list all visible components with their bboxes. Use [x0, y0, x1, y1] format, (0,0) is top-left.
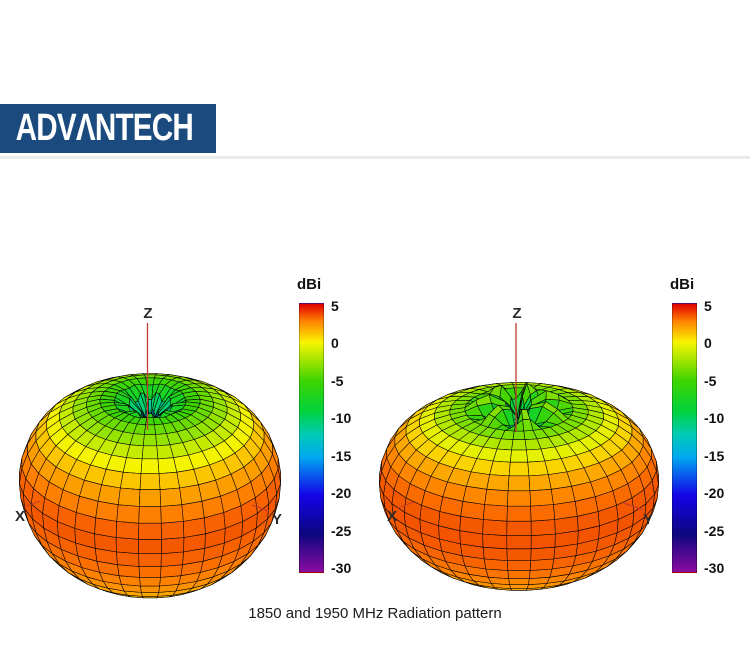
colorbar-tick-label: -20 [704, 485, 725, 502]
colorbar-tick-label: -20 [331, 485, 352, 502]
surface-mesh-1950-mhz [379, 382, 659, 591]
colorbar-tick-label: 0 [331, 335, 339, 352]
colorbar-tick-label: 5 [704, 298, 712, 314]
colorbar-tick-label: 5 [331, 298, 339, 314]
axis-lines [397, 323, 644, 511]
surface-mesh-1850-mhz [19, 373, 281, 599]
colorbar-tick-label: -15 [704, 447, 725, 464]
y-axis-label: Y [272, 511, 282, 528]
colorbar-tick-label: -10 [704, 410, 725, 427]
colorbar-tick-label: -5 [704, 372, 717, 389]
axis-lines [23, 323, 270, 512]
advantech-logo: ADVΛNTECH [0, 104, 216, 153]
x-axis-label: X [387, 508, 397, 525]
y-axis-label: Y [643, 511, 653, 528]
advantech-logo-text: ADVΛNTECH [15, 107, 194, 149]
x-axis-label: X [15, 508, 25, 525]
colorbar-tick-label: -30 [331, 560, 352, 576]
figure-caption: 1850 and 1950 MHz Radiation pattern [248, 605, 502, 622]
colorbar-tick-label: -25 [704, 522, 725, 539]
colorbar-unit-label: dBi [297, 276, 322, 293]
colorbar-tick-label: -5 [331, 372, 344, 389]
colorbar-tick-label: -15 [331, 447, 352, 464]
colorbar-unit-label: dBi [670, 276, 695, 293]
colorbar-gradient [672, 303, 697, 573]
z-axis-label: Z [512, 305, 521, 322]
colorbar-tick-label: -25 [331, 522, 352, 539]
header-rule [0, 156, 750, 159]
z-axis-label: Z [143, 305, 152, 322]
colorbar-tick-label: -10 [331, 410, 352, 427]
colorbar-tick-label: -30 [704, 560, 725, 576]
colorbar-gradient [299, 303, 324, 573]
colorbar-tick-label: 0 [704, 335, 712, 352]
